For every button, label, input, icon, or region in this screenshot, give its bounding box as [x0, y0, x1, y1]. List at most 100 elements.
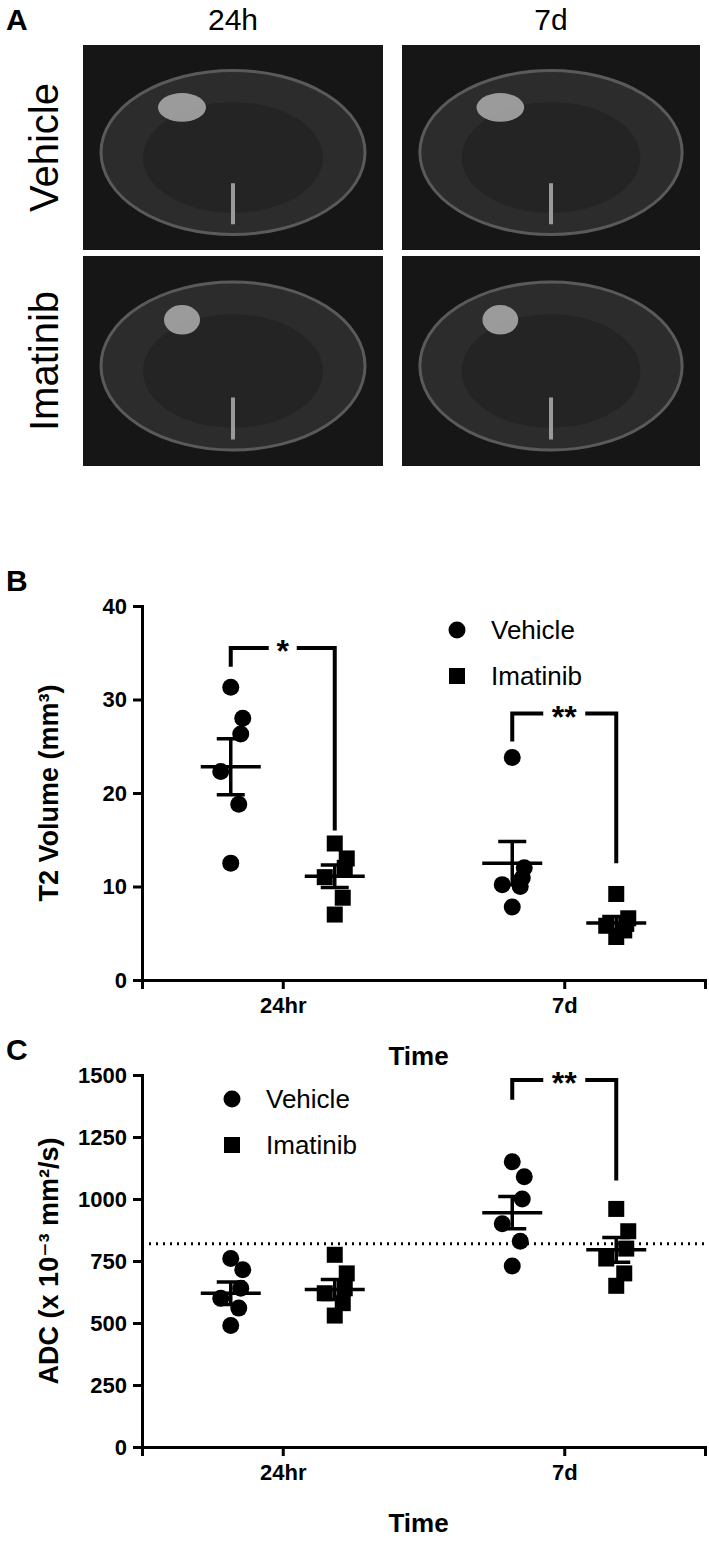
midline — [231, 398, 235, 440]
y-tick-label: 40 — [103, 594, 127, 619]
significance-label: ** — [552, 699, 577, 735]
x-tick: 24hr — [260, 1447, 307, 1485]
panel-1: B01020304024hr7dT2 Volume (mm³)Time***Ve… — [6, 564, 706, 1071]
image-background — [83, 256, 383, 466]
column-label: 7d — [534, 3, 567, 36]
y-tick-label: 0 — [115, 1435, 127, 1460]
y-tick-label: 250 — [90, 1373, 127, 1398]
significance-bracket — [231, 648, 335, 830]
panel-a: A24h7dVehicleImatinib — [6, 3, 700, 466]
brain-outline — [101, 282, 365, 450]
y-tick-label: 500 — [90, 1311, 127, 1336]
image-background — [402, 45, 700, 250]
mri-image — [83, 256, 383, 466]
y-tick: 1000 — [78, 1187, 142, 1212]
data-point — [230, 1300, 247, 1317]
data-point — [327, 1247, 343, 1263]
x-axis: 24hr 7d — [143, 1447, 706, 1485]
y-tick-label: 750 — [90, 1249, 127, 1274]
legend: VehicleImatinib — [449, 615, 583, 691]
error-bar — [217, 1282, 245, 1304]
data-point — [234, 1261, 251, 1278]
panel-2: C025050075010001250150024hr7dADC (x 10⁻³… — [6, 1033, 706, 1538]
y-tick-mark — [133, 1198, 142, 1201]
data-point — [608, 1278, 624, 1294]
x-tick: 7d — [552, 980, 578, 1018]
y-tick-label: 20 — [103, 781, 127, 806]
y-tick: 250 — [90, 1373, 142, 1398]
data-point — [222, 1317, 239, 1334]
y-tick: 1500 — [78, 1063, 142, 1088]
y-tick-label: 0 — [115, 968, 127, 993]
significance-label: ** — [552, 1065, 577, 1101]
data-point — [222, 855, 239, 872]
figure: A24h7dVehicleImatinibB01020304024hr7dT2 … — [0, 0, 709, 1541]
y-tick-label: 10 — [103, 874, 127, 899]
legend-marker — [449, 622, 466, 639]
x-tick-mark — [282, 980, 285, 989]
axis-line — [133, 1076, 143, 1448]
lesion — [164, 305, 200, 334]
data-point — [608, 886, 624, 902]
y-axis: 0 250 500 750 1000 1250 1500 — [78, 1063, 142, 1460]
mri-image — [83, 45, 383, 250]
y-tick-mark — [133, 1074, 142, 1077]
error-bar — [602, 1237, 630, 1262]
y-tick-mark — [133, 605, 142, 608]
lesion — [477, 93, 525, 122]
lesion — [158, 93, 206, 122]
data-point — [327, 907, 343, 923]
y-tick: 750 — [90, 1249, 142, 1274]
column-label: 24h — [208, 3, 258, 36]
data-point — [327, 835, 343, 851]
y-tick-mark — [133, 1260, 142, 1263]
axis-line — [143, 1448, 706, 1457]
y-tick: 0 — [115, 968, 142, 993]
axis-line — [143, 981, 706, 990]
data-point — [512, 878, 529, 895]
y-tick-label: 1500 — [78, 1063, 127, 1088]
y-tick: 1250 — [78, 1125, 142, 1150]
x-tick-mark — [282, 1447, 285, 1456]
y-tick: 40 — [103, 594, 142, 619]
y-tick-label: 1000 — [78, 1187, 127, 1212]
data-point — [598, 1251, 614, 1267]
y-tick-mark — [133, 1322, 142, 1325]
legend-label: Imatinib — [266, 1130, 357, 1160]
y-tick-mark — [133, 1136, 142, 1139]
x-tick-label: 7d — [552, 993, 578, 1018]
data-point — [335, 890, 351, 906]
panel-label: B — [6, 564, 28, 597]
data-point — [234, 710, 251, 727]
data-point — [222, 679, 239, 696]
data-point — [327, 1308, 343, 1324]
y-tick: 500 — [90, 1311, 142, 1336]
x-tick-label: 24hr — [260, 1460, 307, 1485]
axis-line — [133, 607, 143, 981]
x-tick: 7d — [552, 1447, 578, 1485]
mri-image — [402, 45, 700, 250]
x-tick-mark — [563, 980, 566, 989]
error-bar — [321, 865, 349, 887]
x-tick-mark — [563, 1447, 566, 1456]
error-bar — [321, 1280, 349, 1300]
error-bar — [217, 739, 245, 795]
data-point — [504, 1153, 521, 1170]
legend-marker — [224, 1137, 240, 1153]
panel-label: C — [6, 1033, 28, 1066]
midline — [549, 183, 553, 224]
brain-outline — [420, 71, 682, 235]
data-point — [608, 929, 624, 945]
legend-marker — [224, 1091, 241, 1108]
plot-area — [142, 1153, 705, 1334]
error-bar — [498, 842, 526, 885]
legend-marker — [449, 668, 465, 684]
data-point — [504, 1257, 521, 1274]
x-axis-title: Time — [388, 1041, 448, 1071]
data-point — [230, 796, 247, 813]
x-axis: 24hr7d — [143, 980, 706, 1018]
data-point — [608, 1201, 624, 1217]
data-point — [512, 1233, 529, 1250]
error-bar — [602, 916, 630, 929]
y-tick: 10 — [103, 874, 142, 899]
